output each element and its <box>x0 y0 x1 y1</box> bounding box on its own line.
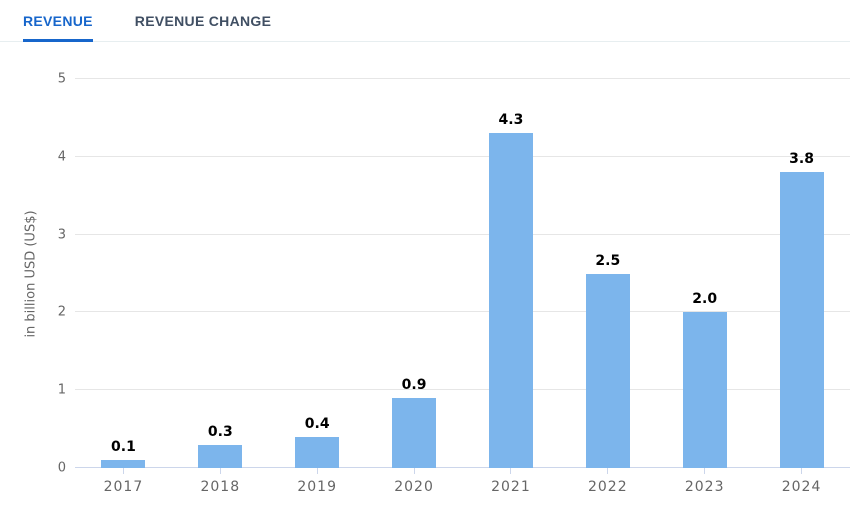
bar-slot: 0.1 <box>75 79 172 468</box>
x-axis-label: 2021 <box>491 479 531 495</box>
x-axis-slot: 2021 <box>463 468 560 495</box>
bar-slot: 2.5 <box>559 79 656 468</box>
bar[interactable] <box>295 436 340 468</box>
bar-slot: 0.3 <box>172 79 269 468</box>
bar[interactable] <box>392 397 437 468</box>
bar-value-label: 0.4 <box>304 415 330 432</box>
x-tick <box>413 468 415 474</box>
x-tick <box>607 468 609 474</box>
x-axis-line <box>75 467 850 468</box>
bar-value-label: 3.8 <box>789 151 814 168</box>
x-axis: 2017 2018 2019 2020 2021 2022 2023 2024 <box>75 468 850 495</box>
bar-value-label: 0.9 <box>401 376 427 393</box>
x-tick <box>704 468 706 474</box>
x-axis-slot: 2022 <box>559 468 656 495</box>
y-tick-label: 0 <box>57 460 66 476</box>
x-axis-label: 2024 <box>781 479 822 495</box>
y-tick-label: 2 <box>57 304 66 320</box>
bar-slot: 3.8 <box>753 79 850 468</box>
x-axis-label: 2023 <box>684 479 725 495</box>
tab-bar: REVENUE REVENUE CHANGE <box>0 0 850 42</box>
x-axis-label: 2018 <box>200 479 241 495</box>
bars-container: 0.1 0.3 0.4 0.9 4.3 2.5 2.0 3.8 <box>75 79 850 468</box>
x-axis-label: 2020 <box>394 479 434 495</box>
bar-value-label: 2.0 <box>692 291 718 308</box>
bar-value-label: 4.3 <box>498 112 524 129</box>
bar[interactable] <box>682 312 727 468</box>
x-tick <box>316 468 318 474</box>
x-axis-label: 2017 <box>103 479 144 495</box>
bar-value-label: 0.1 <box>111 439 136 456</box>
bar-value-label: 0.3 <box>207 423 233 440</box>
y-tick-label: 5 <box>57 71 66 87</box>
bar-value-label: 2.5 <box>595 252 621 269</box>
x-axis-slot: 2024 <box>753 468 850 495</box>
bar-slot: 0.4 <box>269 79 366 468</box>
x-tick <box>219 468 221 474</box>
bar-slot: 0.9 <box>366 79 463 468</box>
x-tick <box>122 468 124 474</box>
x-tick <box>510 468 512 474</box>
y-tick-label: 4 <box>57 149 66 165</box>
bar[interactable] <box>779 172 824 468</box>
plot-area: 0.1 0.3 0.4 0.9 4.3 2.5 2.0 3.8 <box>75 78 850 468</box>
x-axis-slot: 2019 <box>269 468 366 495</box>
gridline <box>75 311 850 313</box>
gridline <box>75 155 850 157</box>
bar[interactable] <box>101 460 146 468</box>
y-tick-label: 1 <box>57 382 66 398</box>
x-axis-label: 2019 <box>297 479 337 495</box>
x-tick <box>801 468 803 474</box>
bar[interactable] <box>488 133 533 468</box>
gridline <box>75 78 850 79</box>
y-tick-label: 3 <box>57 227 66 243</box>
bar-slot: 4.3 <box>463 79 560 468</box>
x-axis-label: 2022 <box>587 479 628 495</box>
gridline <box>75 389 850 391</box>
y-axis: 0 1 2 3 4 5 <box>0 72 66 476</box>
x-axis-slot: 2017 <box>75 468 172 495</box>
x-axis-slot: 2023 <box>656 468 753 495</box>
tab-revenue[interactable]: REVENUE <box>23 0 93 42</box>
gridline <box>75 233 850 235</box>
bar[interactable] <box>585 273 630 468</box>
tab-revenue-change[interactable]: REVENUE CHANGE <box>134 12 272 29</box>
x-axis-slot: 2020 <box>366 468 463 495</box>
bar-slot: 2.0 <box>656 79 753 468</box>
x-axis-slot: 2018 <box>172 468 269 495</box>
bar[interactable] <box>198 444 243 468</box>
